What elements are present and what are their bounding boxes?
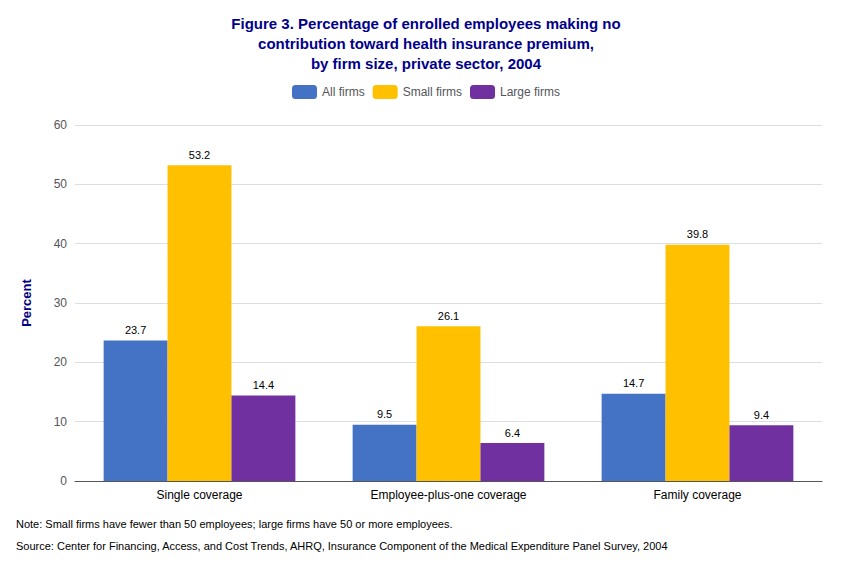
svg-text:All firms: All firms [322,85,365,99]
svg-text:9.4: 9.4 [754,409,769,421]
svg-text:contribution toward health ins: contribution toward health insurance pre… [258,35,594,52]
svg-text:Note: Small firms have fewer t: Note: Small firms have fewer than 50 emp… [16,518,453,530]
svg-text:10: 10 [54,415,68,429]
svg-text:40: 40 [54,237,68,251]
svg-text:26.1: 26.1 [438,310,459,322]
svg-text:Source: Center for Financing,: Source: Center for Financing, Access, an… [16,540,668,552]
svg-text:Employee-plus-one coverage: Employee-plus-one coverage [370,488,526,502]
svg-text:Large firms: Large firms [500,85,560,99]
svg-text:Single coverage: Single coverage [156,488,242,502]
svg-text:9.5: 9.5 [377,408,392,420]
svg-text:Percent: Percent [19,278,34,326]
svg-text:60: 60 [54,118,68,132]
svg-text:6.4: 6.4 [505,427,520,439]
svg-text:30: 30 [54,296,68,310]
svg-text:23.7: 23.7 [125,324,146,336]
svg-text:by firm size, private sector,: by firm size, private sector, 2004 [311,55,542,72]
svg-text:50: 50 [54,177,68,191]
svg-text:Figure 3. Percentage of enroll: Figure 3. Percentage of enrolled employe… [231,15,620,32]
svg-text:Small firms: Small firms [403,85,462,99]
svg-text:39.8: 39.8 [687,228,708,240]
svg-text:20: 20 [54,355,68,369]
svg-text:0: 0 [60,474,67,488]
svg-text:14.7: 14.7 [623,377,644,389]
svg-text:14.4: 14.4 [253,379,274,391]
svg-text:53.2: 53.2 [189,149,210,161]
svg-text:Family coverage: Family coverage [653,488,741,502]
